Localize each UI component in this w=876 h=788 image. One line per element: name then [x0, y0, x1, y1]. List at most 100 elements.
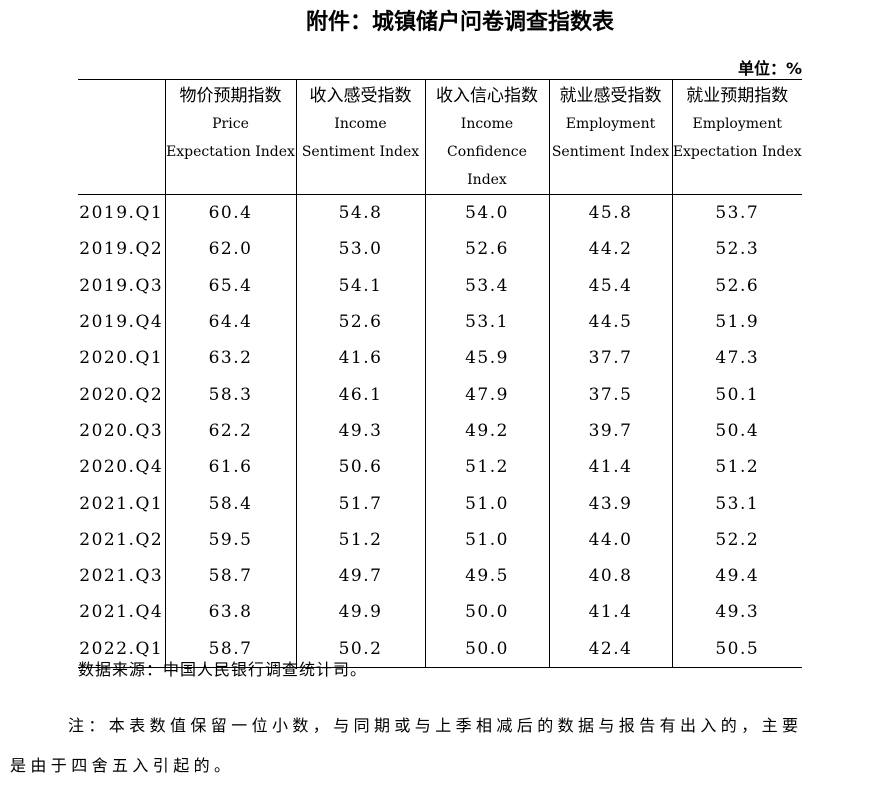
value-cell: 65.4 — [164, 267, 296, 304]
value-cell: 42.4 — [548, 630, 672, 668]
value-cell: 49.3 — [671, 594, 802, 631]
header-en: Expectation Index — [672, 144, 802, 160]
value-cell: 44.0 — [548, 521, 672, 558]
value-cell: 49.7 — [295, 557, 425, 595]
value-cell: 54.0 — [424, 194, 549, 232]
value-cell: 54.8 — [295, 194, 425, 232]
table-row: 2020.Q3 62.2 49.3 49.2 39.7 50.4 — [78, 412, 802, 450]
table-row: 2019.Q4 64.4 52.6 53.1 44.5 51.9 — [78, 303, 802, 341]
header-cell — [78, 79, 165, 195]
value-cell: 51.2 — [671, 449, 802, 486]
table-row: 2021.Q1 58.4 51.7 51.0 43.9 53.1 — [78, 485, 802, 522]
value-cell: 53.0 — [295, 231, 425, 268]
value-cell: 41.4 — [548, 449, 672, 486]
value-cell: 50.4 — [671, 412, 802, 450]
value-cell: 62.0 — [164, 231, 296, 268]
value-cell: 41.4 — [548, 594, 672, 631]
table-row: 2019.Q3 65.4 54.1 53.4 45.4 52.6 — [78, 267, 802, 304]
value-cell: 44.5 — [548, 303, 672, 341]
header-cell: 物价预期指数 Price Expectation Index — [164, 79, 296, 195]
table-row: 2020.Q4 61.6 50.6 51.2 41.4 51.2 — [78, 449, 802, 486]
header-en: Expectation Index — [166, 144, 295, 160]
value-cell: 58.7 — [164, 630, 296, 668]
value-cell: 45.9 — [424, 340, 549, 377]
value-cell: 37.5 — [548, 376, 672, 413]
header-en: Income — [460, 116, 514, 132]
header-zh: 物价预期指数 — [179, 86, 282, 106]
value-cell: 59.5 — [164, 521, 296, 558]
value-cell: 58.7 — [164, 557, 296, 595]
value-cell: 47.3 — [671, 340, 802, 377]
value-cell: 51.0 — [424, 485, 549, 522]
header-en: Income — [334, 116, 387, 132]
value-cell: 49.4 — [671, 557, 802, 595]
header-cell: 收入感受指数 Income Sentiment Index — [295, 79, 425, 195]
table-row: 2021.Q3 58.7 49.7 49.5 40.8 49.4 — [78, 557, 802, 595]
value-cell: 37.7 — [548, 340, 672, 377]
value-cell: 51.2 — [295, 521, 425, 558]
value-cell: 52.6 — [671, 267, 802, 304]
value-cell: 45.4 — [548, 267, 672, 304]
value-cell: 60.4 — [164, 194, 296, 232]
value-cell: 51.9 — [671, 303, 802, 341]
header-zh: 就业预期指数 — [686, 86, 789, 106]
value-cell: 46.1 — [295, 376, 425, 413]
header-en: Employment — [565, 116, 656, 132]
period-cell: 2022.Q1 — [78, 630, 165, 668]
value-cell: 45.8 — [548, 194, 672, 232]
value-cell: 51.0 — [424, 521, 549, 558]
header-zh: 收入感受指数 — [309, 86, 412, 106]
value-cell: 52.3 — [671, 231, 802, 268]
value-cell: 47.9 — [424, 376, 549, 413]
period-cell: 2020.Q2 — [79, 384, 164, 405]
value-cell: 50.0 — [424, 630, 549, 668]
header-zh: 就业感受指数 — [559, 86, 662, 106]
header-en: Price — [212, 116, 249, 132]
header-en: Sentiment Index — [551, 144, 670, 160]
value-cell: 39.7 — [548, 412, 672, 450]
value-cell: 54.1 — [295, 267, 425, 304]
table-row: 2020.Q1 63.2 41.6 45.9 37.7 47.3 — [78, 340, 802, 377]
header-en: Sentiment Index — [301, 144, 420, 160]
period-cell: 2019.Q3 — [79, 275, 164, 296]
value-cell: 49.9 — [295, 594, 425, 631]
header-cell: 就业感受指数 Employment Sentiment Index — [548, 79, 672, 195]
value-cell: 61.6 — [164, 449, 296, 486]
table-row: 2021.Q4 63.8 49.9 50.0 41.4 49.3 — [78, 594, 802, 631]
value-cell: 49.5 — [424, 557, 549, 595]
value-cell: 52.6 — [424, 231, 549, 268]
header-row: 物价预期指数 Price Expectation Index 收入感受指数 Income… — [78, 79, 802, 195]
value-cell: 50.1 — [671, 376, 802, 413]
period-cell: 2021.Q4 — [79, 602, 164, 623]
header-cell: 就业预期指数 Employment Expectation Index — [671, 79, 802, 195]
period-cell: 2021.Q2 — [79, 529, 164, 550]
period-cell: 2019.Q4 — [79, 312, 164, 333]
value-cell: 53.1 — [671, 485, 802, 522]
header-en: Confidence Index — [447, 144, 527, 188]
value-cell: 43.9 — [548, 485, 672, 522]
table-row: 2019.Q1 60.4 54.8 54.0 45.8 53.7 — [78, 194, 802, 232]
value-cell: 62.2 — [164, 412, 296, 450]
value-cell: 58.3 — [164, 376, 296, 413]
title: 附件：城镇储户问卷调查指数表 — [305, 10, 614, 35]
period-cell: 2019.Q1 — [79, 203, 164, 224]
value-cell: 53.1 — [424, 303, 549, 341]
table-row: 2021.Q2 59.5 51.2 51.0 44.0 52.2 — [78, 521, 802, 558]
period-cell: 2020.Q1 — [79, 348, 164, 369]
value-cell: 50.5 — [671, 630, 802, 668]
table-row: 2022.Q1 58.7 50.2 50.0 42.4 50.5 — [78, 630, 802, 668]
period-cell: 2020.Q4 — [79, 457, 164, 478]
value-cell: 53.4 — [424, 267, 549, 304]
period-cell: 2021.Q1 — [79, 493, 164, 514]
table-row: 2019.Q2 62.0 53.0 52.6 44.2 52.3 — [78, 231, 802, 268]
header-en: Employment — [692, 116, 782, 132]
value-cell: 52.2 — [671, 521, 802, 558]
value-cell: 49.3 — [295, 412, 425, 450]
value-cell: 50.6 — [295, 449, 425, 486]
unit: 单位：% — [737, 59, 802, 78]
header-zh: 收入信心指数 — [436, 86, 538, 106]
period-cell: 2019.Q2 — [79, 239, 164, 260]
value-cell: 49.2 — [424, 412, 549, 450]
value-cell: 64.4 — [164, 303, 296, 341]
